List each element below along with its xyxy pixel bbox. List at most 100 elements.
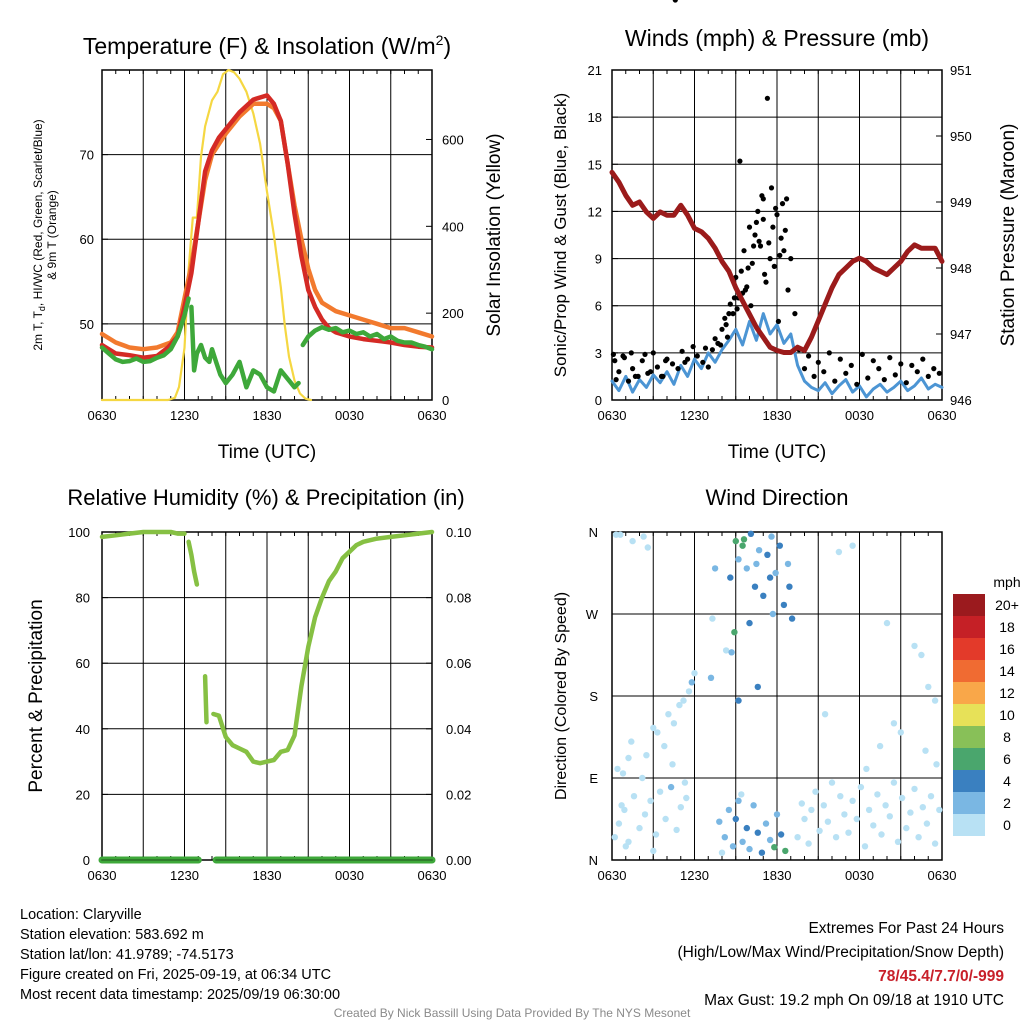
wind-direction-point (780, 601, 788, 609)
gust-point (784, 196, 790, 202)
gust-point (647, 369, 654, 375)
x-tick-label: 1230 (680, 408, 709, 423)
wind-direction-point (743, 565, 750, 572)
y-tick-label-left: 0 (83, 853, 90, 868)
gust-point (770, 224, 776, 230)
y-tick-label-left: 20 (76, 787, 90, 802)
gust-point (881, 377, 887, 383)
wind-direction-point (728, 649, 735, 656)
x-tick-label: 0630 (598, 868, 627, 883)
wind-direction-point (927, 793, 935, 800)
wind-direction-point (735, 797, 742, 804)
wind-direction-point (654, 729, 661, 736)
legend-label: 16 (999, 641, 1015, 657)
wind-direction-point (878, 831, 885, 838)
wind-direction-point (762, 820, 770, 827)
wind-direction-point (915, 834, 922, 841)
y-tick-label-right: 400 (442, 219, 464, 234)
dewpoint-line (99, 296, 191, 365)
gust-point (705, 364, 711, 370)
y-axis-label-left: Sonic/Prop Wind & Gust (Blue, Black) (551, 93, 570, 377)
gust-point (801, 366, 808, 372)
legend-label: 12 (999, 685, 1015, 701)
gust-point (642, 351, 648, 357)
x-tick-label: 0630 (88, 868, 117, 883)
gust-point (781, 248, 787, 254)
gust-point (876, 366, 882, 372)
wind-direction-point (857, 783, 865, 791)
gust-point (859, 351, 865, 357)
legend-label: 14 (999, 663, 1015, 679)
x-tick-label: 0030 (845, 868, 874, 883)
wind-direction-point (670, 720, 678, 727)
y-tick-label-right: 946 (950, 393, 972, 408)
y-tick-label-left: 70 (80, 148, 94, 163)
wind-direction-point (907, 809, 914, 816)
wind-direction-point (661, 742, 668, 750)
wind-direction-point (769, 610, 777, 618)
wind-direction-point (644, 544, 651, 551)
y-axis-label-left: 2m T, Td, HI/WC (Red, Green, Scarlet/Blu… (31, 119, 47, 350)
wind-direction-point (849, 797, 856, 804)
gust-point (778, 235, 784, 241)
legend-title: mph (993, 574, 1020, 590)
wind-direction-point (707, 674, 715, 681)
y-tick-label-right: 951 (950, 63, 972, 78)
wind-direction-point (753, 560, 760, 568)
y-axis-label-part: 2m T, T (31, 310, 45, 350)
relative-humidity-line (202, 674, 209, 725)
y-tick-label-right: 0.06 (446, 656, 471, 671)
wind-direction-point (911, 785, 918, 793)
max-gust: Max Gust: 19.2 mph On 09/18 at 1910 UTC (704, 992, 1004, 1009)
y-tick-label-left: 60 (76, 656, 90, 671)
extremes-box: Extremes For Past 24 Hours (High/Low/Max… (678, 917, 1005, 1013)
y-tick-label-left: 3 (595, 346, 602, 361)
wind-direction-point (673, 826, 680, 834)
y-tick-label-left: 80 (76, 591, 90, 606)
wind-direction-point (841, 811, 848, 818)
station-info: Location: Claryville Station elevation: … (20, 905, 340, 1005)
wind-direction-point (766, 574, 774, 581)
wind-direction-point (711, 565, 719, 572)
wind-direction-point (784, 560, 792, 568)
wind-direction-point (931, 697, 939, 704)
winds-pressure-panel: 0 3 6 9 12 15 18 21 946 947 948 949 950 951 0630 1230 18… (551, 0, 1019, 463)
wind-direction-point (611, 834, 618, 841)
legend-swatch (953, 704, 985, 726)
legend-label: 6 (1003, 751, 1011, 767)
y-axis-label-left: Percent & Precipitation (26, 599, 47, 792)
y-tick-label-left: 9 (595, 252, 602, 267)
x-tick-label: 1830 (763, 868, 792, 883)
wind-direction-point (732, 537, 739, 545)
wind-direction-point (725, 806, 733, 814)
gust-point (760, 216, 766, 222)
wind-direction-point (740, 536, 748, 543)
gust-point (748, 303, 754, 309)
gust-point (718, 342, 724, 348)
gust-point (925, 373, 931, 379)
temperature-panel: 50 60 70 0 200 400 600 0630 1230 1830 0030 0630 Temp… (31, 32, 505, 463)
gust-point (658, 373, 665, 379)
gust-point (672, 0, 678, 3)
y-tick-label-left: 12 (588, 204, 602, 219)
humidity-precip-panel: 0 0.00 20 0.02 40 0.04 60 0.06 80 0.08 100 0.10 0630… (26, 485, 471, 883)
wind-direction-point (747, 530, 755, 537)
wind-direction-point (845, 829, 852, 836)
wind-direction-point (764, 551, 771, 558)
y-axis-label-left-line2: & 9m T (Orange) (45, 190, 59, 280)
wind-direction-point (760, 592, 767, 599)
wind-direction-point (766, 836, 774, 844)
wind-direction-point (739, 838, 746, 845)
chart-title-end: ) (443, 33, 451, 59)
extremes-subtitle: (High/Low/Max Wind/Precipitation/Snow De… (677, 944, 1005, 961)
chart-title: Relative Humidity (%) & Precipitation (i… (67, 485, 464, 510)
wind-direction-point (933, 761, 940, 768)
gust-point (734, 306, 740, 312)
gust-point (775, 318, 782, 324)
legend-label: 0 (1003, 817, 1011, 833)
gust-point (654, 364, 661, 370)
wind-direction-point (751, 583, 759, 590)
legend-swatch (953, 682, 985, 704)
wind-direction-point (861, 843, 869, 850)
gust-point (621, 355, 628, 361)
